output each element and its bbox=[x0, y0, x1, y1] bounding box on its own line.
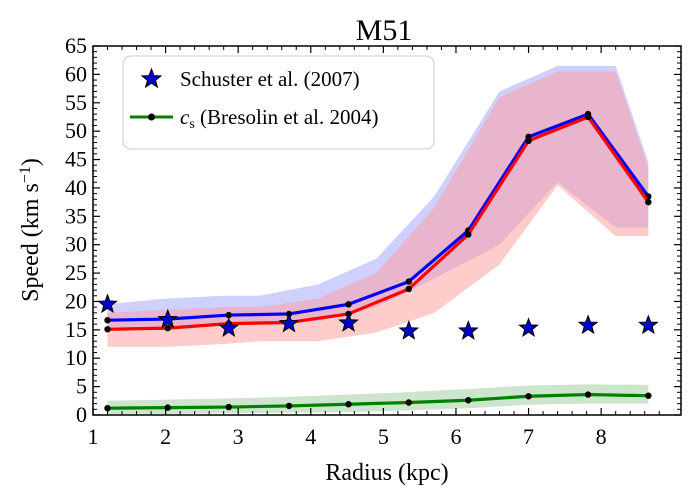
series-1-point-8 bbox=[584, 113, 592, 121]
star-marker-5 bbox=[398, 320, 420, 340]
y-tick-label: 5 bbox=[76, 374, 87, 399]
star-marker-4 bbox=[338, 312, 359, 332]
series-2-point-6 bbox=[465, 397, 472, 404]
y-tick-label: 65 bbox=[65, 33, 87, 58]
y-tick-label: 50 bbox=[65, 118, 87, 143]
y-tick-label: 45 bbox=[65, 147, 87, 172]
series-2-point-3 bbox=[285, 402, 293, 410]
star-marker-9 bbox=[637, 314, 659, 335]
uncertainty-band-1 bbox=[107, 71, 649, 347]
star-marker-0 bbox=[97, 293, 118, 314]
y-tick-label: 0 bbox=[76, 402, 87, 427]
series-line-1 bbox=[107, 115, 650, 331]
series-1-point-9 bbox=[645, 198, 652, 206]
series-0-point-5 bbox=[405, 278, 412, 285]
x-tick-label: 6 bbox=[450, 424, 461, 449]
x-axis-label: Radius (kpc) bbox=[325, 460, 448, 486]
star-marker-7 bbox=[518, 317, 539, 337]
series-1-point-7 bbox=[525, 137, 532, 145]
x-tick-label: 3 bbox=[233, 424, 244, 449]
series-2-point-7 bbox=[525, 393, 532, 400]
x-tick-label: 4 bbox=[305, 424, 316, 449]
y-tick-label: 60 bbox=[65, 61, 87, 86]
legend-label-bresolin: cs (Bresolin et al. 2004) bbox=[180, 105, 379, 132]
series-1-point-5 bbox=[405, 285, 412, 293]
series-2-point-4 bbox=[345, 401, 352, 408]
y-tick-label: 55 bbox=[65, 90, 87, 115]
legend-box bbox=[122, 55, 435, 150]
y-tick-label: 25 bbox=[65, 260, 87, 285]
y-tick-label: 35 bbox=[65, 203, 87, 228]
series-0-point-2 bbox=[225, 311, 232, 319]
series-1-point-6 bbox=[465, 231, 472, 238]
legend-label-rest: (Bresolin et al. 2004) bbox=[195, 105, 379, 129]
y-tick-label: 20 bbox=[65, 288, 87, 313]
chart-title: M51 bbox=[356, 14, 413, 47]
x-tick-label: 7 bbox=[523, 424, 534, 449]
y-axis-label: Speed (km s−1) bbox=[17, 158, 45, 302]
series-2-point-9 bbox=[645, 392, 652, 399]
series-2-point-5 bbox=[405, 399, 412, 406]
y-tick-label: 15 bbox=[65, 317, 87, 342]
uncertainty-band-2 bbox=[107, 384, 649, 414]
legend-line-marker bbox=[148, 113, 155, 121]
y-tick-label: 40 bbox=[65, 175, 87, 200]
x-tick-label: 5 bbox=[378, 424, 389, 449]
star-marker-3 bbox=[278, 312, 300, 333]
star-marker-1 bbox=[157, 308, 179, 329]
x-tick-label: 2 bbox=[160, 424, 171, 449]
x-tick-label: 8 bbox=[596, 424, 607, 449]
legend-label-schuster: Schuster et al. (2007) bbox=[180, 67, 360, 91]
star-marker-6 bbox=[457, 320, 479, 340]
series-2-point-2 bbox=[225, 403, 232, 411]
legend-symbol-c: c bbox=[180, 105, 190, 129]
x-tick-label: 1 bbox=[88, 424, 99, 449]
star-marker-2 bbox=[218, 317, 240, 337]
series-1-point-1 bbox=[164, 324, 171, 332]
y-tick-label: 30 bbox=[65, 232, 87, 257]
series-2-point-8 bbox=[584, 391, 592, 398]
legend: Schuster et al. (2007) cs (Bresolin et a… bbox=[122, 55, 435, 150]
legend-star-marker bbox=[140, 67, 163, 89]
series-0-point-4 bbox=[345, 301, 352, 308]
series-line-0 bbox=[107, 112, 650, 322]
star-marker-8 bbox=[577, 314, 599, 335]
series-line-2 bbox=[107, 392, 649, 410]
y-tick-label: 10 bbox=[65, 345, 87, 370]
series-2-point-0 bbox=[104, 404, 111, 412]
series-0-point-0 bbox=[104, 316, 111, 324]
plot-frame bbox=[92, 45, 682, 416]
legend-symbol-sub: s bbox=[189, 117, 194, 132]
series-1-point-0 bbox=[104, 326, 111, 333]
plot-area bbox=[97, 65, 659, 414]
